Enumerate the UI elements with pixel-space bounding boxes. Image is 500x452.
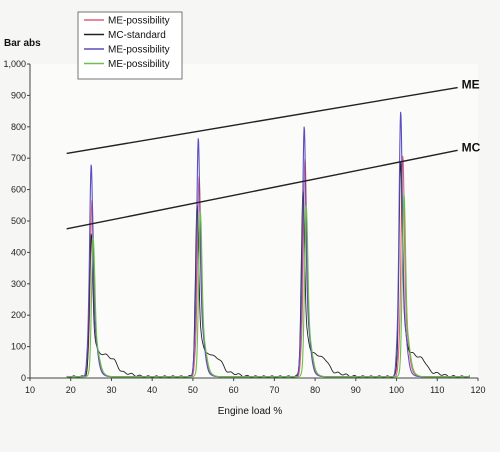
y-axis-label: Bar abs <box>4 38 41 49</box>
x-tick-label: 40 <box>147 385 157 395</box>
y-tick-label: 800 <box>11 122 26 132</box>
annotations: ME MC <box>66 78 481 230</box>
y-tick-label: 900 <box>11 90 26 100</box>
legend-label: ME-possibility <box>108 16 170 27</box>
legend: ME-possibility MC-standard ME-possibility M… <box>77 11 183 80</box>
y-tick-label: 700 <box>11 153 26 163</box>
trend-line <box>66 86 458 155</box>
x-tick-label: 50 <box>188 385 198 395</box>
y-tick-label: 1,000 <box>3 59 26 69</box>
y-tick-label: 600 <box>11 185 26 195</box>
x-axis-label: Engine load % <box>218 406 283 417</box>
x-tick-label: 70 <box>269 385 279 395</box>
legend-box <box>77 11 183 80</box>
trend-line <box>66 149 458 230</box>
y-tick-label: 500 <box>11 216 26 226</box>
legend-label: ME-possibility <box>108 59 170 70</box>
legend-label: ME-possibility <box>108 45 170 56</box>
x-tick-label: 80 <box>310 385 320 395</box>
y-tick-label: 200 <box>11 310 26 320</box>
trend-label: MC <box>462 140 481 154</box>
series-group <box>66 111 470 379</box>
x-tick-label: 120 <box>470 385 485 395</box>
series-line <box>66 193 470 378</box>
x-tick-label: 90 <box>351 385 361 395</box>
x-tick-label: 60 <box>229 385 239 395</box>
y-tick-label: 100 <box>11 342 26 352</box>
x-tick-label: 110 <box>430 385 444 395</box>
legend-label: MC-standard <box>108 30 166 41</box>
plot-area <box>30 64 478 378</box>
x-tick-label: 10 <box>25 385 35 395</box>
x-tick-label: 100 <box>389 385 404 395</box>
trend-label: ME <box>462 78 480 92</box>
y-tick-label: 300 <box>11 279 26 289</box>
y-tick-label: 0 <box>21 373 26 383</box>
x-tick-label: 30 <box>106 385 116 395</box>
x-tick-label: 20 <box>66 385 76 395</box>
y-tick-label: 400 <box>11 247 26 257</box>
